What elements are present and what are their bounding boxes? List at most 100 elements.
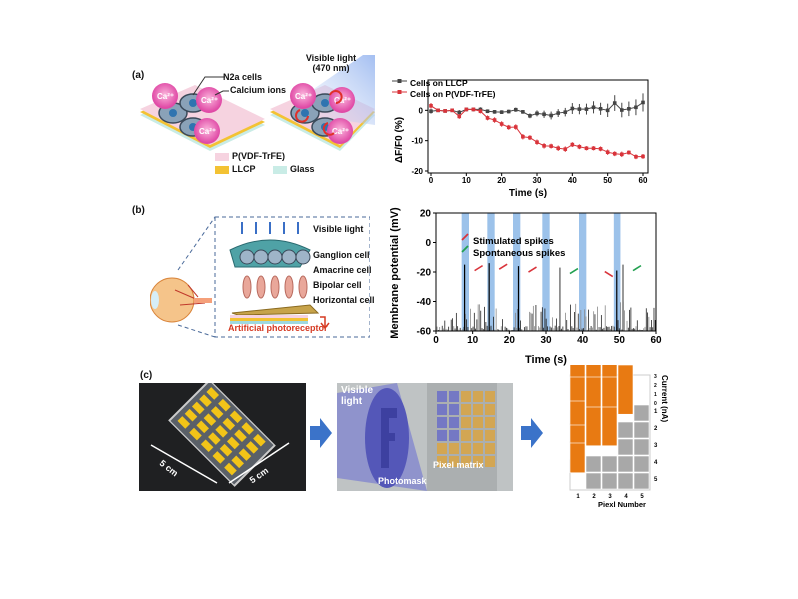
data-point	[436, 108, 440, 113]
pixel-cell	[461, 391, 471, 402]
data-point	[457, 114, 462, 119]
legend-spontaneous: Spontaneous spikes	[473, 248, 565, 259]
ion-label: Ca²⁺	[199, 127, 216, 136]
x-tick-label: 50	[603, 176, 612, 185]
pixel-electrode	[215, 424, 228, 438]
data-point	[584, 146, 589, 151]
pixel-electrode	[210, 406, 224, 419]
pixel-electrode	[226, 436, 240, 450]
pixel-cell	[449, 391, 459, 402]
x-tick-label: 50	[614, 335, 626, 346]
pixel-electrode	[224, 462, 237, 476]
bar	[569, 442, 586, 474]
calcium-imaging-schematic: Ca²⁺ Ca²⁺ Ca²⁺ Ca²⁺ Ca²⁺ Ca²⁺	[140, 55, 375, 174]
current-3d-bar-chart: 1 2 3 4 5 1 2 3 4 5 0 1 2 3 Piexl Number Current (nA)	[569, 365, 669, 509]
eye-icon	[150, 277, 212, 323]
pixel-cell	[485, 404, 495, 415]
data-point	[429, 109, 433, 114]
legend-arrow-icon	[461, 245, 469, 253]
pixel-electrode	[200, 439, 214, 453]
y-tick-label: 0	[419, 106, 424, 115]
data-point	[556, 111, 560, 115]
n2a-cells-label: N2a cells	[223, 72, 263, 82]
pixel-cell	[449, 430, 459, 441]
pixel-electrode	[231, 455, 244, 469]
z-tick-label: 3	[654, 374, 657, 380]
z-tick-label: 0	[654, 401, 657, 407]
artificial-photoreceptor-label: Artificial photoreceptor	[228, 323, 328, 333]
pixel-cell	[473, 430, 483, 441]
zoom-box	[214, 216, 370, 338]
bar	[585, 406, 602, 447]
data-point	[506, 125, 511, 130]
pixel-electrode	[238, 448, 252, 461]
pixel-electrode	[219, 443, 233, 457]
data-point	[485, 116, 490, 120]
spike-arrow-icon	[632, 264, 642, 272]
data-point	[641, 100, 645, 105]
x-tick-label: 60	[639, 176, 648, 185]
data-point	[450, 108, 454, 113]
x-tick-label: 5	[640, 494, 644, 500]
pixel-cell	[461, 456, 471, 467]
membrane-potential-chart: 0 10 20 30 40 50 60 20 0 -20 -40 -60 Time (s) Membr…	[389, 207, 662, 366]
layer-label-amacrine: Amacrine cell	[313, 265, 372, 275]
layer-label-horizontal: Horizontal cell	[313, 295, 375, 305]
visible-light-line2: (470 nm)	[312, 63, 350, 73]
pixel-cell	[437, 417, 447, 428]
light-pulse	[579, 213, 587, 331]
pixel-cell	[461, 430, 471, 441]
pixel-electrode	[245, 441, 259, 454]
pixel-cell	[473, 391, 483, 402]
pixel-cell	[473, 443, 483, 454]
pixel-electrode	[218, 398, 231, 412]
retina-schematic	[150, 216, 370, 338]
pixel-cell	[485, 430, 495, 441]
data-point	[535, 140, 539, 144]
light-pulse	[487, 213, 495, 331]
data-point	[627, 107, 631, 111]
pixel-electrode	[189, 427, 202, 441]
legend-arrow-icon	[461, 233, 469, 241]
x-tick-label: 0	[429, 176, 434, 185]
data-point	[443, 109, 447, 113]
z-axis-title: Current (nA)	[660, 375, 669, 422]
data-point	[577, 144, 582, 149]
data-point	[577, 107, 582, 111]
pixel-electrode	[208, 432, 221, 445]
data-point	[612, 101, 617, 105]
pixel-cell	[485, 417, 495, 428]
data-point	[499, 122, 504, 126]
pixel-cell	[437, 443, 447, 454]
pixel-cell	[485, 443, 495, 454]
x-tick-label: 40	[568, 176, 577, 185]
x-tick-label: 3	[608, 494, 612, 500]
bar	[633, 455, 650, 473]
x-tick-label: 60	[650, 335, 662, 346]
x-tick-label: 30	[540, 335, 552, 346]
bar	[633, 404, 650, 422]
ion-label: Ca²⁺	[334, 96, 351, 105]
y-tick-label: 1	[654, 409, 658, 415]
pixel-electrode	[196, 420, 209, 434]
plot-frame	[427, 79, 649, 174]
y-tick-label: -20	[411, 167, 423, 176]
legend-glass: Glass	[290, 164, 315, 174]
data-point	[514, 107, 518, 112]
x-axis-title: Time (s)	[525, 354, 567, 366]
spike-arrow-icon	[474, 264, 484, 272]
bar	[585, 455, 602, 473]
bar	[633, 421, 650, 439]
panel-label-a: (a)	[132, 70, 145, 81]
ion-label: Ca²⁺	[295, 92, 312, 101]
calcium-ions-label: Calcium ions	[230, 85, 287, 95]
data-point	[457, 110, 462, 115]
y-tick-label: 2	[654, 426, 658, 432]
light-pulse	[542, 213, 550, 331]
pixel-electrode	[203, 413, 217, 426]
visible-light-line1: Visible light	[305, 53, 357, 63]
data-point	[485, 109, 490, 114]
panel-label-c: (c)	[140, 370, 153, 381]
data-point	[542, 144, 546, 148]
